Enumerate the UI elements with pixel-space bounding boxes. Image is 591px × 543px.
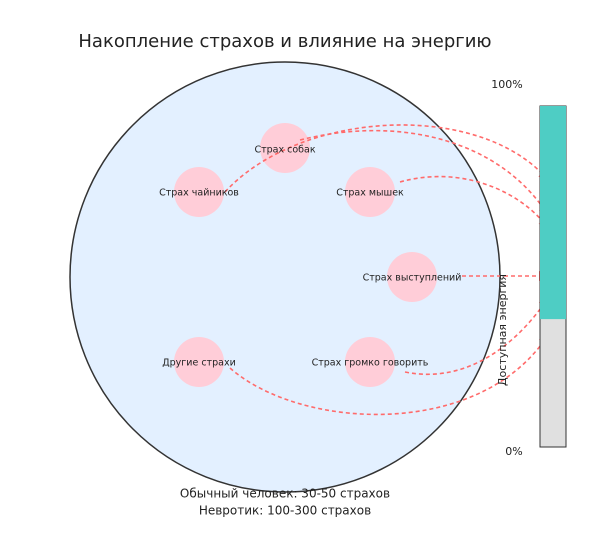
node [174, 167, 224, 217]
node-label: Страх громко говорить [312, 358, 429, 369]
node-label: Страх собак [254, 145, 315, 156]
note: Невротик: 100-300 страхов [199, 504, 371, 518]
node [174, 337, 224, 387]
node-label: Страх чайников [159, 188, 239, 199]
node-label: Другие страхи [162, 358, 236, 369]
title: Накопление страхов и влияние на энергию [78, 31, 491, 52]
arrow [399, 175, 549, 229]
node [260, 123, 310, 173]
arrow [404, 297, 549, 375]
node [387, 252, 437, 302]
node-label: Страх мышек [336, 188, 404, 199]
node [345, 167, 395, 217]
note: Обычный человек: 30-50 страхов [180, 487, 390, 501]
energy-top-label: 100% [491, 78, 522, 91]
arrow [224, 124, 549, 193]
arrows [224, 124, 549, 416]
mind-circle [69, 61, 501, 493]
energy-bottom-label: 0% [505, 445, 522, 458]
node-labels: Страх собак Страх чайников Страх мышек С… [159, 145, 461, 369]
node-label: Страх выступлений [363, 273, 462, 284]
energy-axis-label: Доступная энергия [496, 274, 509, 386]
nodes [174, 123, 437, 387]
arrow [229, 334, 549, 416]
energy-fill [540, 106, 566, 320]
node [345, 337, 395, 387]
